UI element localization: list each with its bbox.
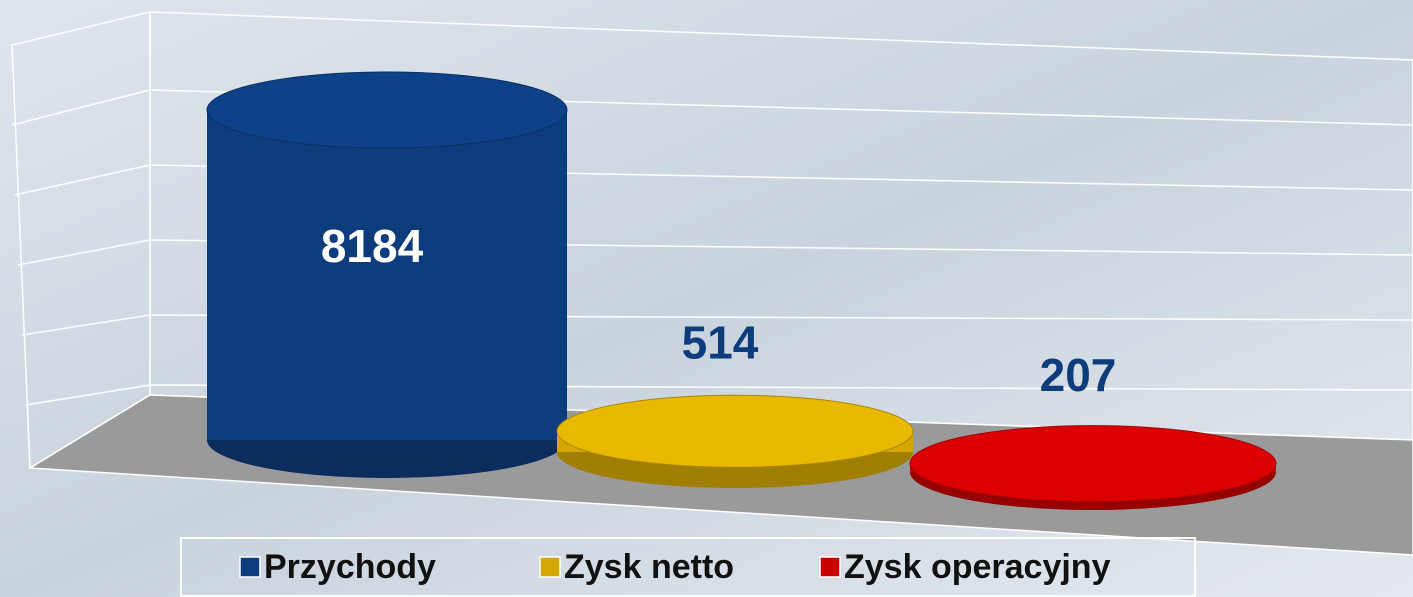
- legend-label: Zysk netto: [564, 548, 734, 586]
- bar-top: [910, 426, 1276, 502]
- legend-swatch: [240, 557, 260, 577]
- value-label: 207: [1040, 349, 1117, 401]
- bar-top: [557, 395, 913, 467]
- chart: 8184 514 207 Przychody Zysk netto Zysk opera…: [0, 0, 1413, 597]
- page: {"chart_data": {"type": "bar", "series":…: [0, 0, 1413, 597]
- legend-label: Przychody: [264, 548, 436, 586]
- legend-swatch: [540, 557, 560, 577]
- value-label: 8184: [321, 220, 424, 272]
- bar-top: [207, 72, 567, 148]
- value-label: 514: [682, 316, 759, 368]
- legend-swatch: [820, 557, 840, 577]
- legend-label: Zysk operacyjny: [844, 548, 1111, 586]
- bar: [207, 110, 567, 440]
